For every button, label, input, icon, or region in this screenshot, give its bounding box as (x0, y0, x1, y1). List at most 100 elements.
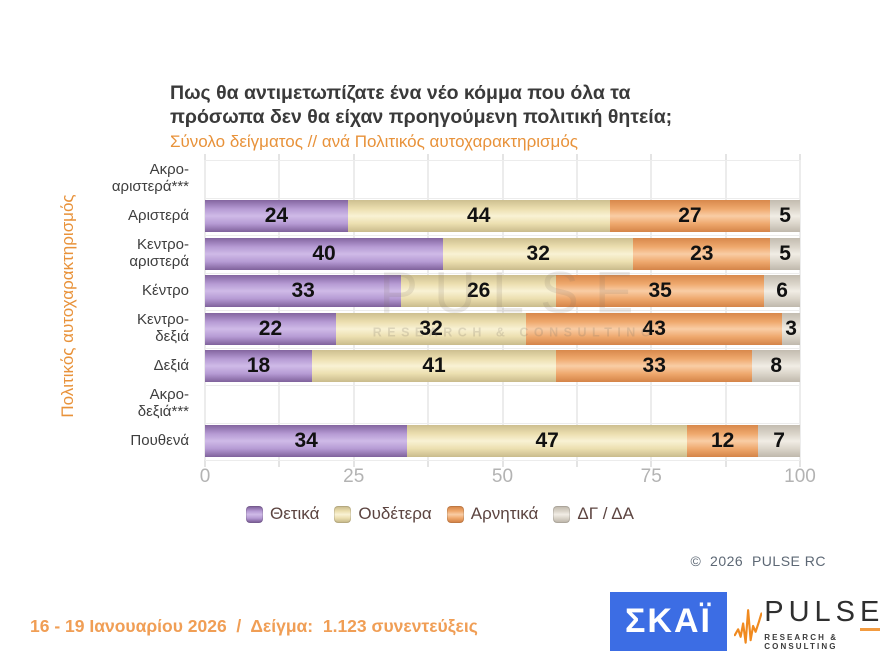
bar-segment: 3 (782, 312, 800, 345)
bar-value-label: 5 (779, 204, 791, 228)
legend-label: ΔΓ / ΔΑ (577, 504, 634, 523)
axis-tick-top (725, 154, 727, 160)
bar-value-label: 47 (535, 429, 559, 453)
bar-segment: 12 (686, 425, 759, 458)
bar-value-label: 44 (467, 204, 491, 228)
row-separator (205, 272, 800, 274)
bar-value-label: 3 (785, 316, 797, 340)
row-separator (205, 347, 800, 349)
bar-row: 34 47 12 7 (205, 425, 800, 458)
x-tick-label: 50 (491, 466, 514, 487)
bar-value-label: 18 (246, 354, 271, 378)
bar-row: 18 41 33 8 (205, 350, 800, 383)
row-separator (205, 235, 800, 236)
legend-item: ΔΓ / ΔΑ (553, 504, 634, 524)
bar-segment: 32 (443, 237, 634, 270)
bar-segment: 5 (770, 237, 800, 270)
x-tick-label: 0 (199, 466, 211, 487)
pulse-logo-mark (860, 628, 880, 631)
legend-item: Ουδέτερα (334, 504, 432, 524)
legend-item: Θετικά (245, 504, 320, 524)
bar-segment: 24 (205, 200, 348, 233)
bar-row: 22 32 43 3 (205, 312, 800, 345)
legend: Θετικά Ουδέτερα Αρνητικά ΔΓ / ΔΑ (0, 504, 880, 524)
bar-segment: 43 (526, 312, 783, 345)
bar-value-label: 23 (690, 241, 714, 265)
bar-value-label: 12 (710, 429, 735, 453)
legend-swatch (553, 505, 571, 523)
row-separator (205, 422, 800, 424)
bar-value-label: 5 (779, 241, 791, 265)
legend-swatch (334, 505, 352, 523)
x-tick-label: 100 (784, 466, 816, 487)
axis-tick-bottom (799, 460, 801, 467)
bar-value-label: 6 (776, 279, 788, 303)
axis-tick-top (204, 154, 206, 160)
bar-segment: 35 (556, 275, 765, 308)
bar-segment: 33 (205, 275, 402, 308)
bar-segment: 18 (205, 350, 313, 383)
bar-segment: 32 (335, 312, 527, 345)
x-tick-label: 75 (640, 466, 662, 487)
bar-value-label: 35 (648, 279, 672, 303)
category-label: Κεντρο- αριστερά (129, 235, 189, 270)
axis-tick-top (427, 154, 429, 160)
bar-value-label: 33 (291, 279, 315, 303)
category-label: Αριστερά (128, 206, 189, 224)
category-label: Δεξιά (153, 356, 189, 374)
category-label: Πουθενά (130, 431, 189, 449)
chart-title: Πως θα αντιμετωπίζατε ένα νέο κόμμα που … (170, 82, 673, 128)
bar-value-label: 41 (422, 354, 446, 378)
survey-info: 16 - 19 Ιανουαρίου 2026 / Δείγμα: 1.123 … (30, 616, 478, 636)
bar-value-label: 34 (294, 429, 318, 453)
legend-label: Θετικά (269, 504, 320, 523)
category-label: Ακρο- αριστερά*** (111, 160, 189, 195)
bar-value-label: 40 (312, 241, 336, 265)
copyright-text: © 2026 PULSE RC (690, 553, 826, 569)
pulse-waveform-icon (734, 609, 763, 644)
row-separator (205, 160, 800, 161)
axis-tick-bottom (204, 460, 206, 467)
bar-value-label: 43 (642, 316, 666, 340)
category-axis-labels: Ακρο- αριστερά*** Αριστερά Κεντρο- αριστερ… (0, 160, 196, 460)
gridline (799, 160, 801, 460)
bar-row (205, 388, 800, 420)
bar-segment: 26 (401, 275, 557, 308)
pulse-logo-subtitle: RESEARCH & CONSULTING (764, 633, 839, 651)
row-separator (205, 460, 800, 461)
bar-segment: 22 (205, 312, 336, 345)
bar-value-label: 7 (773, 429, 785, 453)
axis-tick-top (278, 154, 280, 160)
category-label: Κέντρο (142, 281, 189, 299)
bar-segment: 8 (752, 350, 800, 383)
axis-tick-top (576, 154, 578, 160)
bar-value-label: 24 (264, 204, 289, 228)
legend-label: Αρνητικά (470, 504, 539, 523)
legend-item: Αρνητικά (446, 504, 539, 524)
axis-tick-bottom (502, 460, 503, 467)
bar-segment: 40 (205, 237, 443, 270)
legend-swatch (245, 505, 263, 523)
axis-tick-bottom (725, 460, 727, 467)
bar-segment: 5 (770, 200, 800, 233)
bar-segment: 41 (312, 350, 557, 383)
chart-subtitle: Σύνολο δείγματος // ανά Πολιτικός αυτοχα… (170, 132, 578, 151)
legend-swatch (446, 505, 464, 523)
bar-row: 40 32 23 5 (205, 237, 800, 270)
bar-row: 33 26 35 6 (205, 275, 800, 308)
axis-tick-top (799, 154, 801, 160)
legend-label: Ουδέτερα (358, 504, 432, 523)
bar-segment: 33 (556, 350, 753, 383)
bar-row: 24 44 27 5 (205, 200, 800, 233)
axis-tick-top (353, 154, 355, 160)
bar-segment: 27 (609, 200, 771, 233)
pulse-logo-text: PULSE RESEARCH & CONSULTING (764, 593, 880, 651)
row-separator (205, 310, 800, 311)
row-separator (205, 385, 800, 386)
row-separator (205, 197, 800, 199)
bar-value-label: 32 (526, 241, 550, 265)
bar-segment: 6 (764, 275, 800, 308)
bar-value-label: 27 (678, 204, 702, 228)
axis-tick-bottom (278, 460, 280, 467)
